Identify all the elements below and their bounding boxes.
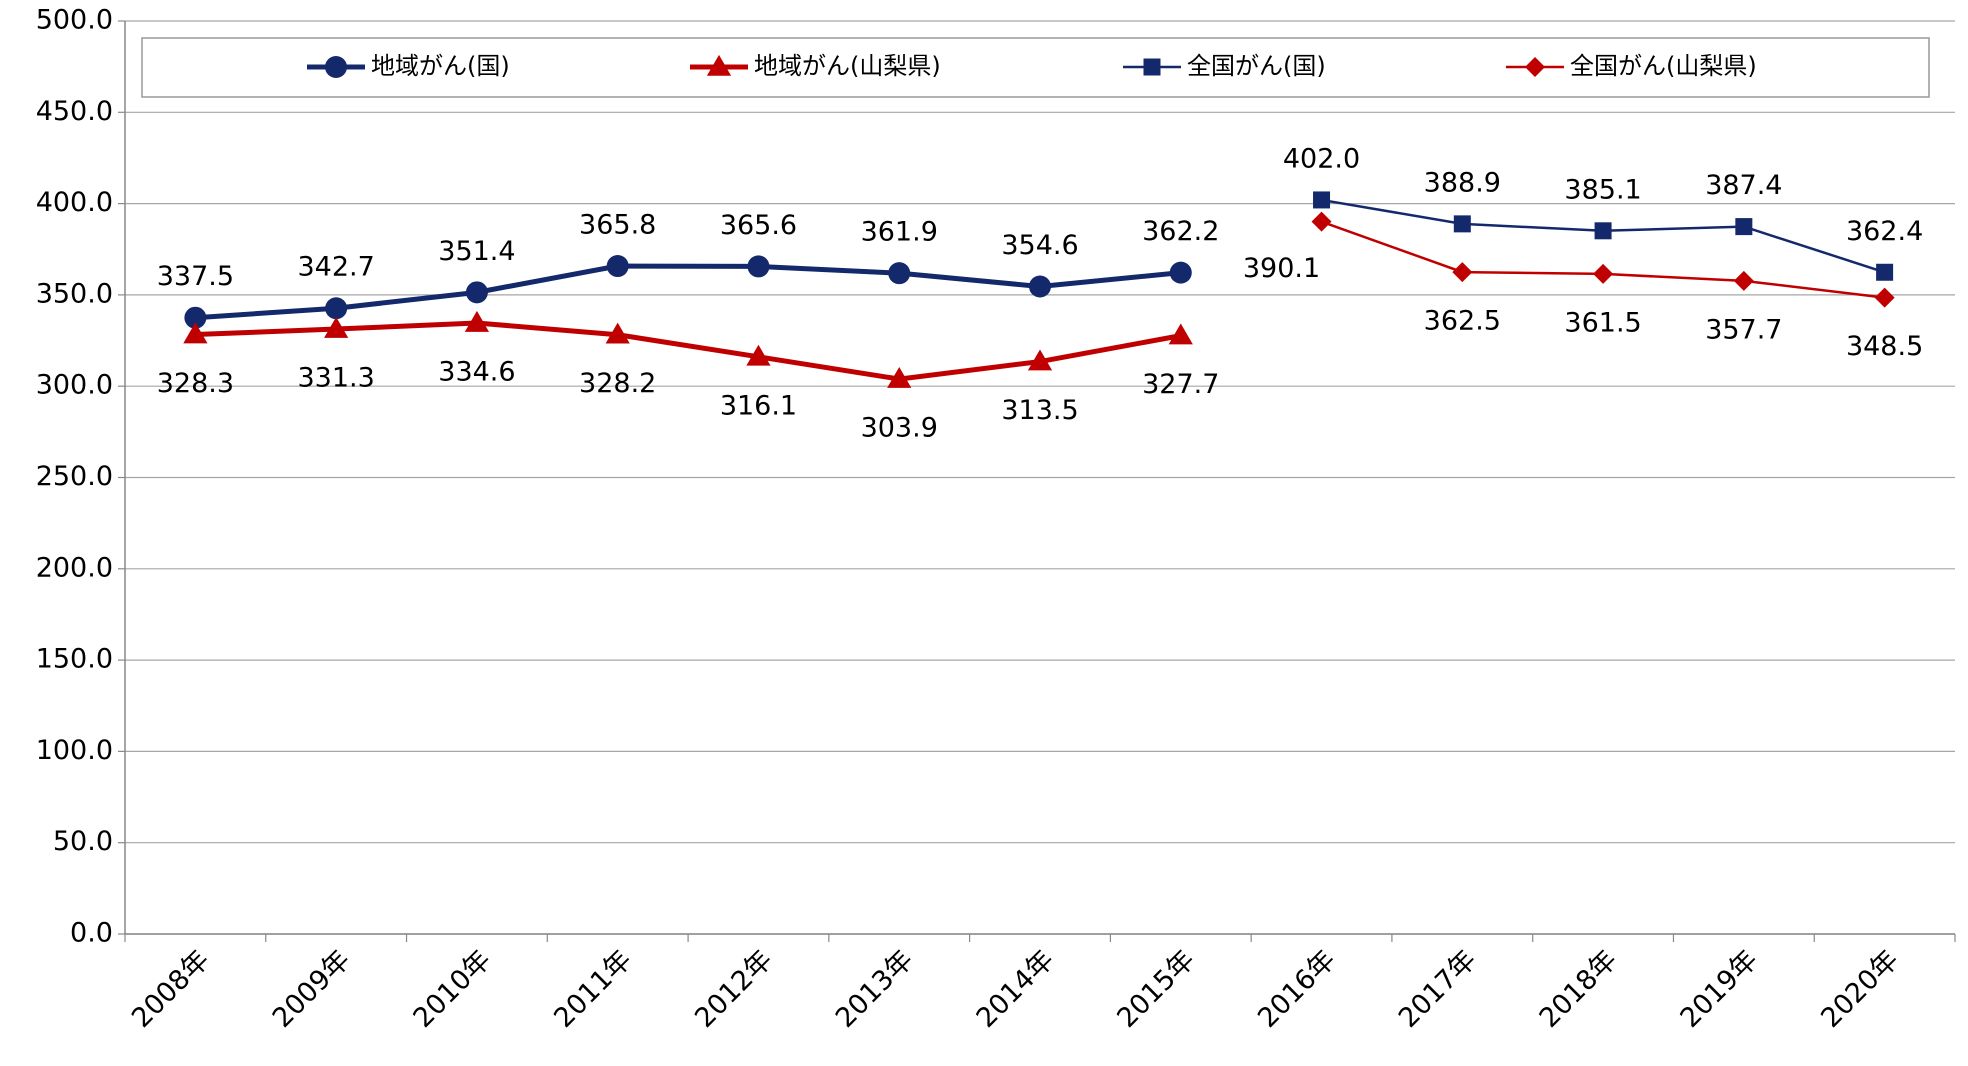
legend-box: [141, 37, 1930, 98]
marker: [1453, 215, 1471, 233]
data-label: 357.7: [1705, 314, 1782, 345]
data-label: 402.0: [1283, 143, 1360, 174]
y-tick-label: 100.0: [36, 735, 113, 766]
marker: [1593, 263, 1614, 284]
data-label: 365.8: [579, 210, 656, 241]
y-tick-label: 50.0: [53, 826, 113, 857]
marker: [1311, 211, 1332, 232]
legend-label: 地域がん(国): [371, 52, 510, 80]
marker: [184, 306, 207, 329]
marker: [1313, 191, 1331, 209]
data-label: 354.6: [1001, 230, 1078, 261]
data-label: 387.4: [1705, 170, 1782, 201]
marker: [606, 255, 629, 278]
data-label: 313.5: [1001, 395, 1078, 426]
legend-label: 全国がん(山梨県): [1570, 52, 1757, 80]
x-tick-label: 2017年: [1393, 944, 1483, 1034]
data-label: 334.6: [438, 357, 515, 388]
marker: [1594, 222, 1612, 240]
data-label: 351.4: [438, 236, 515, 267]
x-tick-label: 2018年: [1534, 944, 1624, 1034]
marker: [1027, 349, 1053, 371]
marker: [1525, 57, 1545, 77]
y-tick-label: 300.0: [36, 370, 113, 401]
marker: [1874, 287, 1895, 308]
y-tick-label: 500.0: [36, 5, 113, 36]
marker: [1029, 275, 1051, 298]
data-label: 348.5: [1846, 331, 1923, 362]
x-tick-label: 2014年: [971, 944, 1061, 1034]
marker: [1876, 263, 1894, 281]
y-tick-label: 200.0: [36, 552, 113, 583]
y-tick-label: 450.0: [36, 96, 113, 127]
data-label: 327.7: [1142, 369, 1219, 400]
x-tick-label: 2015年: [1111, 944, 1201, 1034]
marker: [746, 344, 771, 366]
data-label: 362.5: [1424, 306, 1501, 337]
marker: [605, 322, 630, 344]
data-label: 365.6: [720, 210, 797, 241]
x-tick-label: 2009年: [267, 944, 357, 1034]
marker: [1733, 270, 1754, 291]
y-tick-label: 0.0: [70, 918, 113, 949]
y-tick-label: 150.0: [36, 644, 113, 675]
marker: [887, 366, 912, 388]
marker: [1168, 323, 1193, 345]
data-label: 331.3: [298, 363, 375, 394]
marker: [706, 54, 732, 76]
x-tick-label: 2010年: [408, 944, 498, 1034]
data-label: 342.7: [298, 252, 375, 283]
data-label: 388.9: [1424, 167, 1501, 198]
data-label: 328.2: [579, 368, 656, 399]
data-label: 361.5: [1564, 307, 1641, 338]
marker: [888, 262, 911, 285]
x-tick-label: 2008年: [126, 944, 216, 1034]
series-line: [195, 320, 1182, 382]
x-tick-label: 2019年: [1674, 944, 1764, 1034]
data-label: 362.2: [1142, 216, 1219, 247]
data-label: 390.1: [1243, 253, 1320, 284]
marker: [464, 310, 490, 332]
series-line: [195, 263, 1182, 321]
data-label: 362.4: [1846, 216, 1923, 247]
marker: [465, 281, 488, 304]
data-label: 303.9: [861, 413, 938, 444]
y-tick-label: 400.0: [36, 187, 113, 218]
marker: [1452, 262, 1473, 283]
marker: [1143, 58, 1161, 76]
marker: [325, 297, 348, 320]
legend-label: 全国がん(国): [1187, 52, 1326, 80]
legend-label: 地域がん(山梨県): [754, 52, 941, 80]
x-tick-label: 2011年: [548, 944, 638, 1034]
marker: [1735, 218, 1753, 236]
x-tick-label: 2012年: [689, 944, 779, 1034]
data-label: 328.3: [157, 368, 234, 399]
marker: [325, 56, 347, 78]
y-tick-label: 350.0: [36, 278, 113, 309]
data-label: 316.1: [720, 390, 797, 421]
data-label: 361.9: [861, 217, 938, 248]
x-tick-label: 2013年: [830, 944, 920, 1034]
x-tick-label: 2020年: [1815, 944, 1905, 1034]
marker: [183, 322, 208, 344]
marker: [324, 316, 349, 338]
data-label: 385.1: [1564, 174, 1641, 205]
marker: [747, 255, 770, 278]
data-label: 337.5: [157, 261, 234, 292]
y-tick-label: 250.0: [36, 461, 113, 492]
marker: [1169, 261, 1192, 284]
x-tick-label: 2016年: [1252, 944, 1342, 1034]
